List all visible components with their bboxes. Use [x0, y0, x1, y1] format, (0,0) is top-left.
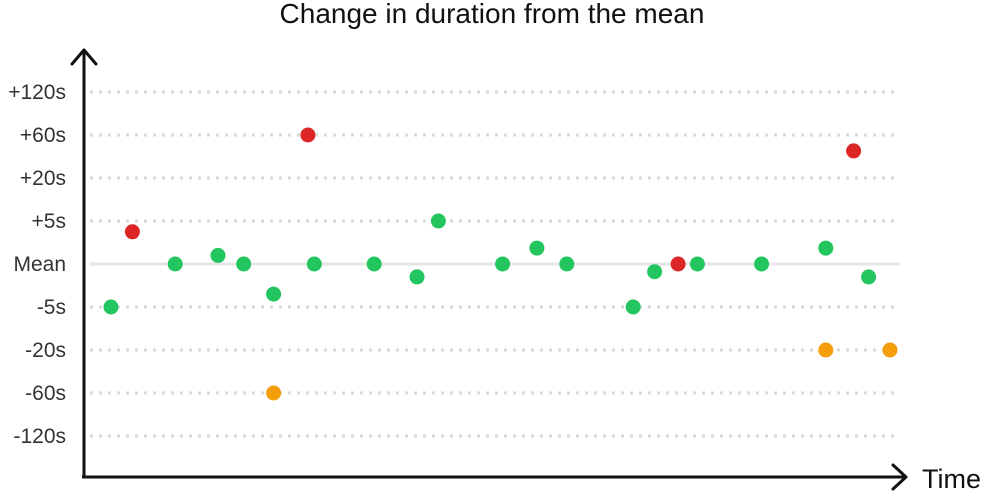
- data-point-green: [754, 256, 770, 272]
- data-point-orange: [882, 342, 898, 358]
- data-point-green: [689, 256, 705, 272]
- y-tick-label: -5s: [37, 296, 66, 319]
- data-point-green: [366, 256, 382, 272]
- y-tick-label: +60s: [20, 124, 66, 147]
- axes: [70, 48, 908, 491]
- data-point-green: [559, 256, 575, 272]
- data-point-green: [529, 240, 545, 256]
- data-point-green: [861, 269, 877, 285]
- data-point-green: [409, 269, 425, 285]
- y-tick-labels: +120s +60s +20s +5s Mean -5s -20s -60s -120s: [8, 81, 66, 448]
- data-point-orange: [266, 385, 282, 401]
- data-point-green: [625, 299, 641, 315]
- data-point-green: [430, 213, 446, 229]
- data-point-orange: [818, 342, 834, 358]
- data-point-green: [236, 256, 252, 272]
- chart-title: Change in duration from the mean: [280, 0, 705, 29]
- data-points: [103, 127, 898, 401]
- data-point-red: [846, 143, 862, 159]
- data-point-green: [103, 299, 119, 315]
- y-axis-arrow-icon: [70, 48, 98, 66]
- y-tick-label: -20s: [25, 339, 66, 362]
- x-axis-arrow-icon: [891, 463, 908, 491]
- y-tick-label: +20s: [20, 167, 66, 190]
- x-axis-label: Time: [922, 464, 981, 493]
- data-point-red: [300, 127, 316, 143]
- data-point-red: [670, 256, 686, 272]
- y-tick-label: -60s: [25, 382, 66, 405]
- grid-lines: [90, 90, 900, 438]
- data-point-green: [210, 247, 226, 263]
- data-point-green: [306, 256, 322, 272]
- data-point-green: [818, 240, 834, 256]
- y-tick-label: Mean: [13, 253, 66, 276]
- y-tick-label: +120s: [8, 81, 66, 104]
- data-point-green: [167, 256, 183, 272]
- data-point-green: [495, 256, 511, 272]
- y-tick-label: +5s: [32, 210, 66, 233]
- data-point-red: [124, 224, 140, 240]
- data-point-green: [266, 286, 282, 302]
- y-tick-label: -120s: [13, 425, 66, 448]
- data-point-green: [647, 264, 663, 280]
